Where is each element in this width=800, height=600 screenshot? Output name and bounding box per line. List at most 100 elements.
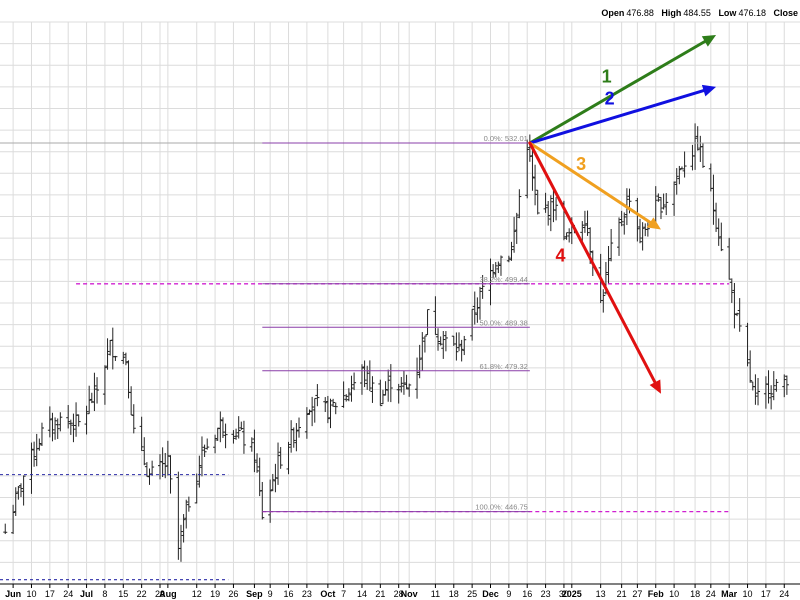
ohlc-bar <box>231 430 236 444</box>
ohlc-bar <box>87 385 92 415</box>
ohlc-bar <box>359 364 364 395</box>
x-tick-label: 14 <box>357 589 367 599</box>
ohlc-bar <box>105 338 110 370</box>
ohlc-bar <box>346 388 351 402</box>
ohlc-bar <box>68 419 73 435</box>
close-label: Close <box>773 8 798 18</box>
ohlc-bar <box>417 344 422 379</box>
high-label: High <box>661 8 682 18</box>
ohlc-bar <box>92 372 97 412</box>
ohlc-bar <box>365 365 370 390</box>
ohlc-bar <box>249 437 254 452</box>
ohlc-bar <box>58 412 63 432</box>
ohlc-bar <box>13 487 18 516</box>
ohlc-bar <box>142 437 147 466</box>
ohlc-bar <box>3 523 8 535</box>
ohlc-bar <box>478 286 482 320</box>
x-tick-label: Jul <box>80 589 93 599</box>
ohlc-bar <box>475 297 480 323</box>
ohlc-bar <box>108 339 113 356</box>
ohlc-bar <box>763 376 768 409</box>
ohlc-bar <box>517 189 522 219</box>
arrow-head <box>701 84 717 97</box>
ohlc-bar <box>645 222 650 237</box>
x-tick-label: 24 <box>706 589 716 599</box>
ohlc-bar <box>658 196 663 220</box>
ohlc-bar <box>378 379 383 407</box>
ohlc-bar <box>95 377 100 404</box>
ohlc-bar <box>239 421 244 430</box>
ohlc-bar <box>766 370 771 404</box>
ohlc-bar <box>315 384 320 407</box>
ohlc-bar <box>352 372 357 391</box>
ohlc-bar <box>344 394 349 402</box>
low-label: Low <box>718 8 737 18</box>
x-tick-label: 10 <box>669 589 679 599</box>
x-tick-label: Nov <box>401 589 418 599</box>
fib-level-label: 0.0%: 532.01 <box>484 134 528 143</box>
ohlc-bar <box>131 404 136 434</box>
ohlc-bar <box>606 246 611 285</box>
fib-level-label: 38.2%: 499.44 <box>479 275 527 284</box>
ohlc-bar <box>223 423 228 449</box>
arrow-shaft <box>528 141 652 224</box>
ohlc-bar <box>202 444 207 458</box>
ohlc-bar <box>491 264 496 279</box>
ohlc-bar <box>525 139 530 199</box>
ohlc-bar <box>582 210 587 233</box>
ohlc-bar <box>218 411 223 443</box>
arrow-3: 3 <box>528 141 661 230</box>
projection-arrows: 12 3 4 <box>528 34 717 394</box>
ohlc-bar <box>110 327 115 370</box>
ohlc-bar <box>236 416 241 439</box>
ohlc-bar <box>66 405 71 429</box>
arrow-label: 2 <box>605 88 615 108</box>
ohlc-bar <box>472 291 477 325</box>
ohlc-bar <box>677 165 682 185</box>
ohlc-bar <box>328 398 333 429</box>
fib-level-label: 50.0%: 489.38 <box>479 318 527 327</box>
ohlc-bar <box>716 218 721 246</box>
ohlc-bar <box>656 193 661 202</box>
ohlc-bar <box>407 383 412 397</box>
x-tick-label: 26 <box>228 589 238 599</box>
ohlc-bar <box>700 143 705 168</box>
arrow-label: 3 <box>576 154 586 174</box>
ohlc-bar <box>711 174 716 225</box>
ohlc-bar <box>194 473 199 504</box>
ohlc-bar <box>176 471 181 560</box>
ohlc-bar <box>310 396 315 427</box>
arrow-head <box>701 34 717 47</box>
ohlc-bar <box>297 417 302 438</box>
ohlc-bar <box>451 335 456 346</box>
ohlc-bar <box>535 189 540 215</box>
ohlc-bar <box>585 210 590 236</box>
ohlc-bar <box>782 374 787 398</box>
ohlc-bar <box>186 496 191 512</box>
ohlc-bar <box>436 328 441 351</box>
x-tick-label: Mar <box>721 589 738 599</box>
ohlc-bar <box>401 370 406 395</box>
fib-level-label: 61.8%: 479.32 <box>479 362 527 371</box>
ohlc-bar <box>693 123 698 170</box>
ohlc-bar <box>425 309 430 336</box>
fibonacci-retracement: 0.0%: 532.01 38.2%: 499.44 50.0%: 489.38 61… <box>262 134 530 513</box>
ohlc-bar <box>123 352 128 366</box>
x-tick-label: 16 <box>522 589 532 599</box>
ohlc-bar <box>178 524 183 562</box>
ohlc-bar <box>420 332 425 371</box>
ohlc-bar <box>619 210 624 227</box>
x-tick-label: Sep <box>246 589 263 599</box>
ohlc-bar <box>102 365 107 405</box>
ohlc-bar <box>388 364 393 403</box>
ohlc-bar <box>457 332 462 352</box>
ohlc-bar <box>708 163 713 192</box>
ohlc-bar <box>53 417 58 440</box>
ohlc-bar <box>121 351 126 364</box>
ohlc-bar <box>732 282 737 329</box>
ohlc-bar <box>774 379 779 392</box>
ohlc-bar <box>480 275 485 299</box>
ohlc-bar <box>496 261 501 274</box>
x-tick-label: 16 <box>284 589 294 599</box>
ohlc-bar <box>635 197 640 242</box>
